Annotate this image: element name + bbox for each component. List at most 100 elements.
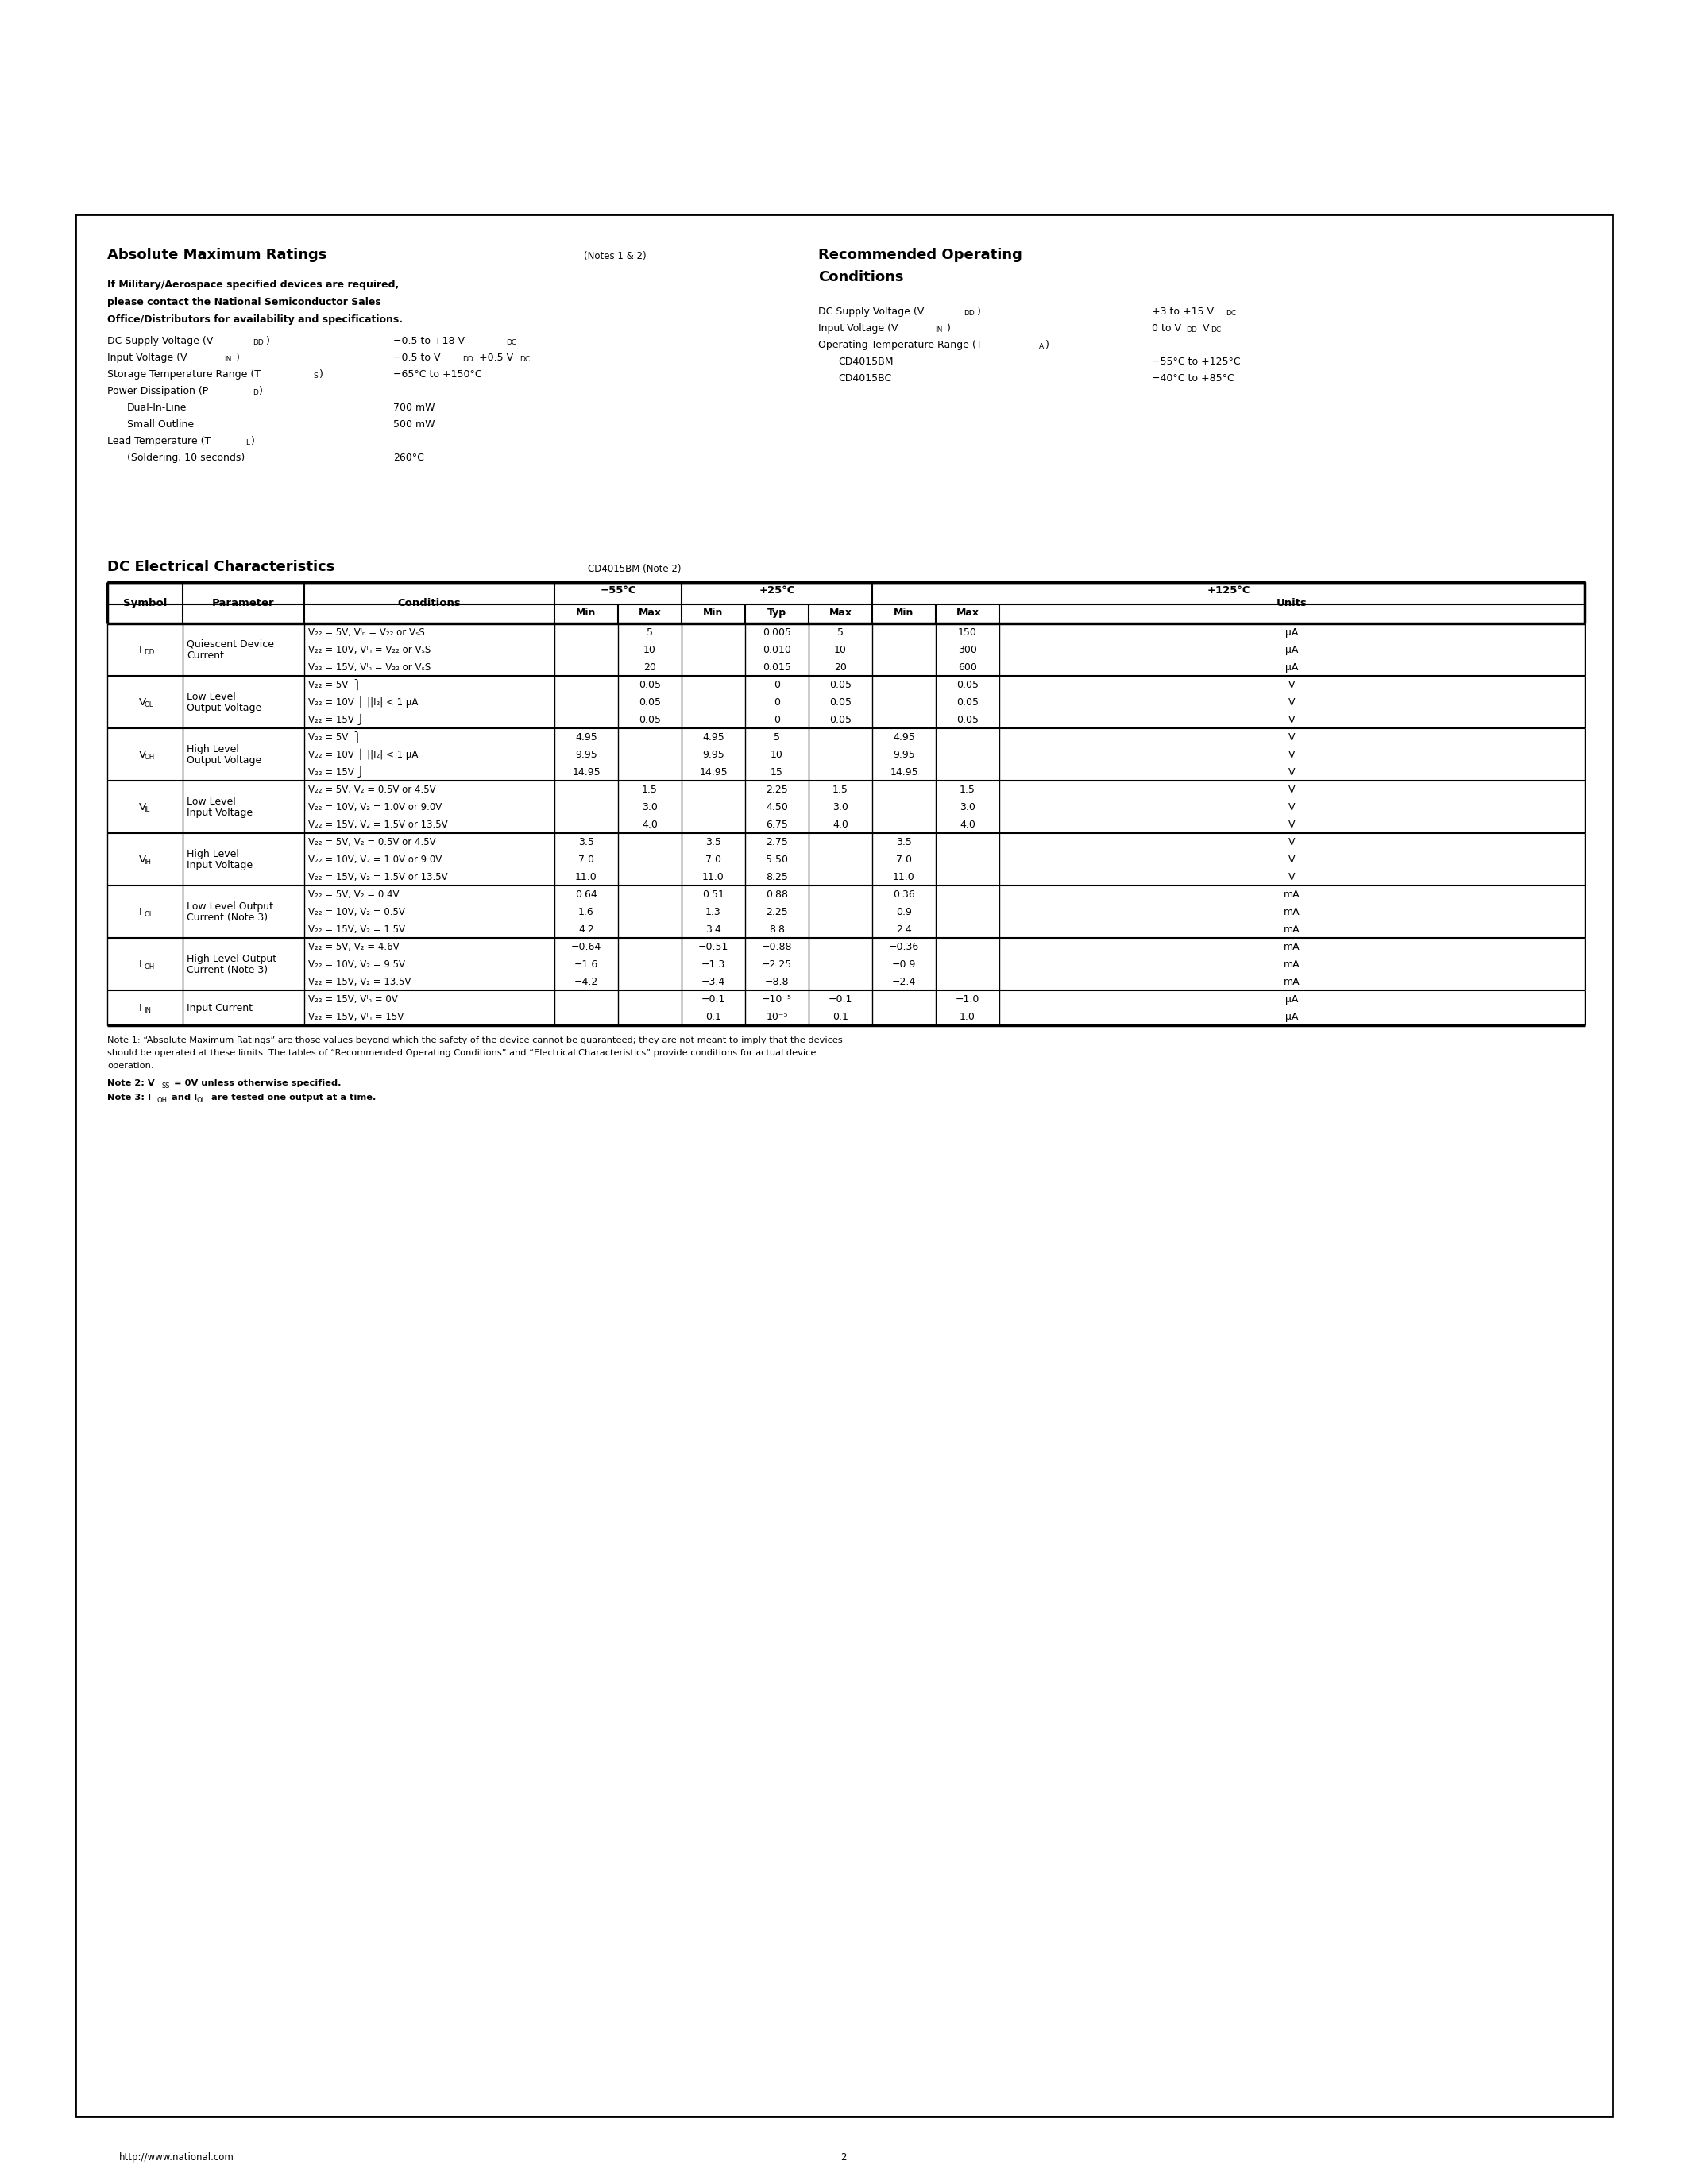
Text: V₂₂ = 5V, Vᴵₙ = V₂₂ or VₛS: V₂₂ = 5V, Vᴵₙ = V₂₂ or VₛS	[309, 627, 425, 638]
Text: −1.3: −1.3	[701, 959, 726, 970]
Text: ): )	[236, 352, 240, 363]
Text: CD4015BM: CD4015BM	[837, 356, 893, 367]
Text: Min: Min	[704, 607, 724, 618]
Text: Absolute Maximum Ratings: Absolute Maximum Ratings	[108, 247, 327, 262]
Text: Low Level Output: Low Level Output	[187, 902, 273, 911]
Text: 2.25: 2.25	[766, 906, 788, 917]
Text: V₂₂ = 15V, V₂ = 1.5V or 13.5V: V₂₂ = 15V, V₂ = 1.5V or 13.5V	[309, 871, 447, 882]
Text: OL: OL	[143, 911, 154, 917]
Text: −65°C to +150°C: −65°C to +150°C	[393, 369, 481, 380]
Text: DD: DD	[1187, 325, 1197, 334]
Text: Input Voltage: Input Voltage	[187, 860, 253, 869]
Text: Operating Temperature Range (T: Operating Temperature Range (T	[819, 341, 982, 349]
Text: 0.015: 0.015	[763, 662, 792, 673]
Text: 0.36: 0.36	[893, 889, 915, 900]
Text: 10⁻⁵: 10⁻⁵	[766, 1011, 788, 1022]
Text: Dual-In-Line: Dual-In-Line	[127, 402, 187, 413]
Text: V₂₂ = 10V, V₂ = 1.0V or 9.0V: V₂₂ = 10V, V₂ = 1.0V or 9.0V	[309, 802, 442, 812]
Text: 260°C: 260°C	[393, 452, 424, 463]
Text: 0.88: 0.88	[766, 889, 788, 900]
Text: −0.9: −0.9	[891, 959, 917, 970]
Text: Note 1: “Absolute Maximum Ratings” are those values beyond which the safety of t: Note 1: “Absolute Maximum Ratings” are t…	[108, 1037, 842, 1044]
Text: I: I	[138, 906, 142, 917]
Text: 1.5: 1.5	[832, 784, 849, 795]
Text: V₂₂ = 10V ⎪ ||I₂| < 1 μA: V₂₂ = 10V ⎪ ||I₂| < 1 μA	[309, 697, 419, 708]
Text: −0.51: −0.51	[699, 941, 729, 952]
Text: V₂₂ = 15V, V₂ = 13.5V: V₂₂ = 15V, V₂ = 13.5V	[309, 976, 410, 987]
Text: 5: 5	[647, 627, 653, 638]
Text: Input Voltage (V: Input Voltage (V	[819, 323, 898, 334]
Text: 3.5: 3.5	[896, 836, 912, 847]
Text: −0.5 to +18 V: −0.5 to +18 V	[393, 336, 464, 347]
Text: 0.05: 0.05	[957, 679, 979, 690]
Text: 10: 10	[643, 644, 657, 655]
Text: −0.36: −0.36	[890, 941, 920, 952]
Text: Small Outline: Small Outline	[127, 419, 194, 430]
Text: Recommended Operating: Recommended Operating	[819, 247, 1023, 262]
Text: 0.005: 0.005	[763, 627, 792, 638]
Text: 8.8: 8.8	[770, 924, 785, 935]
Text: High Level Output: High Level Output	[187, 954, 277, 963]
Text: L: L	[245, 439, 250, 446]
Text: 4.50: 4.50	[766, 802, 788, 812]
Text: V₂₂ = 10V, V₂ = 1.0V or 9.0V: V₂₂ = 10V, V₂ = 1.0V or 9.0V	[309, 854, 442, 865]
Text: operation.: operation.	[108, 1061, 154, 1070]
Text: μA: μA	[1286, 644, 1298, 655]
Text: DC: DC	[1225, 310, 1236, 317]
Text: −2.4: −2.4	[891, 976, 917, 987]
Text: −4.2: −4.2	[574, 976, 598, 987]
Text: mA: mA	[1285, 959, 1300, 970]
Text: V: V	[138, 749, 147, 760]
Text: 7.0: 7.0	[896, 854, 912, 865]
Text: Max: Max	[829, 607, 852, 618]
Text: CD4015BM (Note 2): CD4015BM (Note 2)	[587, 563, 682, 574]
Text: μA: μA	[1286, 662, 1298, 673]
Text: OH: OH	[157, 1096, 167, 1103]
Text: OH: OH	[143, 963, 155, 970]
Text: Quiescent Device: Quiescent Device	[187, 640, 273, 649]
Text: V₂₂ = 15V, Vᴵₙ = V₂₂ or VₛS: V₂₂ = 15V, Vᴵₙ = V₂₂ or VₛS	[309, 662, 430, 673]
Text: OL: OL	[197, 1096, 206, 1103]
Text: 4.0: 4.0	[959, 819, 976, 830]
Text: 14.95: 14.95	[890, 767, 918, 778]
Text: +25°C: +25°C	[760, 585, 795, 596]
Text: V: V	[1288, 714, 1295, 725]
Text: DC Electrical Characteristics: DC Electrical Characteristics	[108, 559, 334, 574]
Text: V: V	[138, 802, 147, 812]
Text: A: A	[1040, 343, 1043, 349]
Text: −10⁻⁵: −10⁻⁵	[761, 994, 792, 1005]
Text: 4.95: 4.95	[893, 732, 915, 743]
Text: Conditions: Conditions	[819, 271, 903, 284]
Text: V₂₂ = 15V ⎭: V₂₂ = 15V ⎭	[309, 767, 365, 778]
Text: Output Voltage: Output Voltage	[187, 756, 262, 764]
Text: 1.5: 1.5	[959, 784, 976, 795]
Text: CD4015BC: CD4015BC	[837, 373, 891, 384]
Text: Max: Max	[638, 607, 662, 618]
Text: 10: 10	[770, 749, 783, 760]
Text: V₂₂ = 5V, V₂ = 4.6V: V₂₂ = 5V, V₂ = 4.6V	[309, 941, 400, 952]
Text: IN: IN	[225, 356, 231, 363]
Text: −0.64: −0.64	[571, 941, 601, 952]
Text: DD: DD	[143, 649, 155, 655]
Text: DD: DD	[253, 339, 263, 347]
Text: DD: DD	[463, 356, 473, 363]
Text: Conditions: Conditions	[398, 598, 461, 607]
Text: −0.1: −0.1	[701, 994, 726, 1005]
Text: V: V	[1288, 697, 1295, 708]
Text: V₂₂ = 15V, V₂ = 1.5V or 13.5V: V₂₂ = 15V, V₂ = 1.5V or 13.5V	[309, 819, 447, 830]
Text: 0.010: 0.010	[763, 644, 792, 655]
Text: 5.50: 5.50	[766, 854, 788, 865]
Text: mA: mA	[1285, 906, 1300, 917]
Text: 5: 5	[773, 732, 780, 743]
Text: 0: 0	[773, 697, 780, 708]
Text: 0.05: 0.05	[638, 714, 662, 725]
Text: Input Voltage (V: Input Voltage (V	[108, 352, 187, 363]
Text: (Notes 1 & 2): (Notes 1 & 2)	[584, 251, 647, 262]
Text: Min: Min	[895, 607, 915, 618]
Text: 14.95: 14.95	[699, 767, 728, 778]
Text: mA: mA	[1285, 924, 1300, 935]
Text: −3.4: −3.4	[701, 976, 726, 987]
Text: Note 2: V: Note 2: V	[108, 1079, 155, 1088]
Text: 150: 150	[959, 627, 977, 638]
Text: −2.25: −2.25	[761, 959, 792, 970]
